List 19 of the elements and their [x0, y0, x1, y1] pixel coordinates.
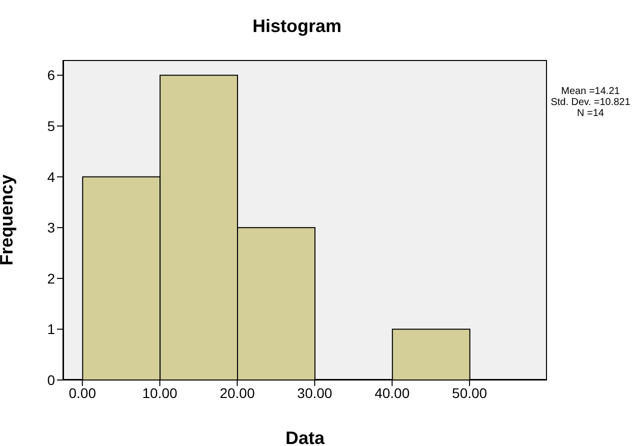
- x-tick-label: 0.00: [68, 384, 96, 401]
- y-tick-label: 1: [47, 321, 56, 338]
- y-tick-label: 2: [47, 270, 56, 286]
- y-tick-label: 5: [47, 118, 56, 134]
- x-tick-label: 10.00: [142, 384, 178, 401]
- text: Std. Dev. =10.821: [550, 97, 632, 108]
- text: Mean =14.21: [560, 86, 621, 97]
- x-tick-label: 30.00: [297, 384, 332, 401]
- x-axis-title: Data: [285, 428, 326, 446]
- text: N =14: [576, 108, 605, 119]
- chart-title: Histogram: [251, 16, 342, 37]
- y-axis-title: Frequency: [0, 174, 16, 266]
- y-tick-label: 6: [47, 67, 56, 84]
- x-tick-label: 20.00: [220, 384, 255, 401]
- y-tick-label: 3: [47, 220, 56, 236]
- y-tick-label: 0: [47, 372, 56, 388]
- y-tick-label: 4: [47, 168, 56, 185]
- x-tick-label: 50.00: [452, 384, 488, 401]
- x-tick-label: 40.00: [374, 384, 410, 401]
